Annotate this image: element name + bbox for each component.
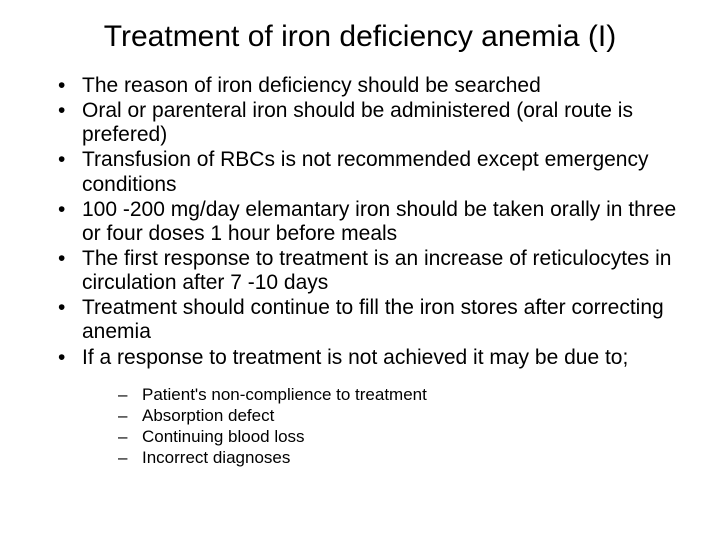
list-item: 100 -200 mg/day elemantary iron should b… [58, 198, 690, 246]
sub-bullet-list: Patient's non-complience to treatment Ab… [82, 384, 690, 469]
sub-list-item: Continuing blood loss [118, 426, 690, 447]
main-bullet-list: The reason of iron deficiency should be … [30, 74, 690, 469]
list-item: The reason of iron deficiency should be … [58, 74, 690, 98]
sub-list-item: Absorption defect [118, 405, 690, 426]
list-item: If a response to treatment is not achiev… [58, 346, 690, 469]
list-item-text: If a response to treatment is not achiev… [82, 346, 628, 369]
list-item: The first response to treatment is an in… [58, 247, 690, 295]
list-item: Oral or parenteral iron should be admini… [58, 99, 690, 147]
sub-list-item: Incorrect diagnoses [118, 447, 690, 468]
list-item: Treatment should continue to fill the ir… [58, 296, 690, 344]
sub-list-item: Patient's non-complience to treatment [118, 384, 690, 405]
list-item: Transfusion of RBCs is not recommended e… [58, 148, 690, 196]
slide-title: Treatment of iron deficiency anemia (I) [30, 20, 690, 54]
